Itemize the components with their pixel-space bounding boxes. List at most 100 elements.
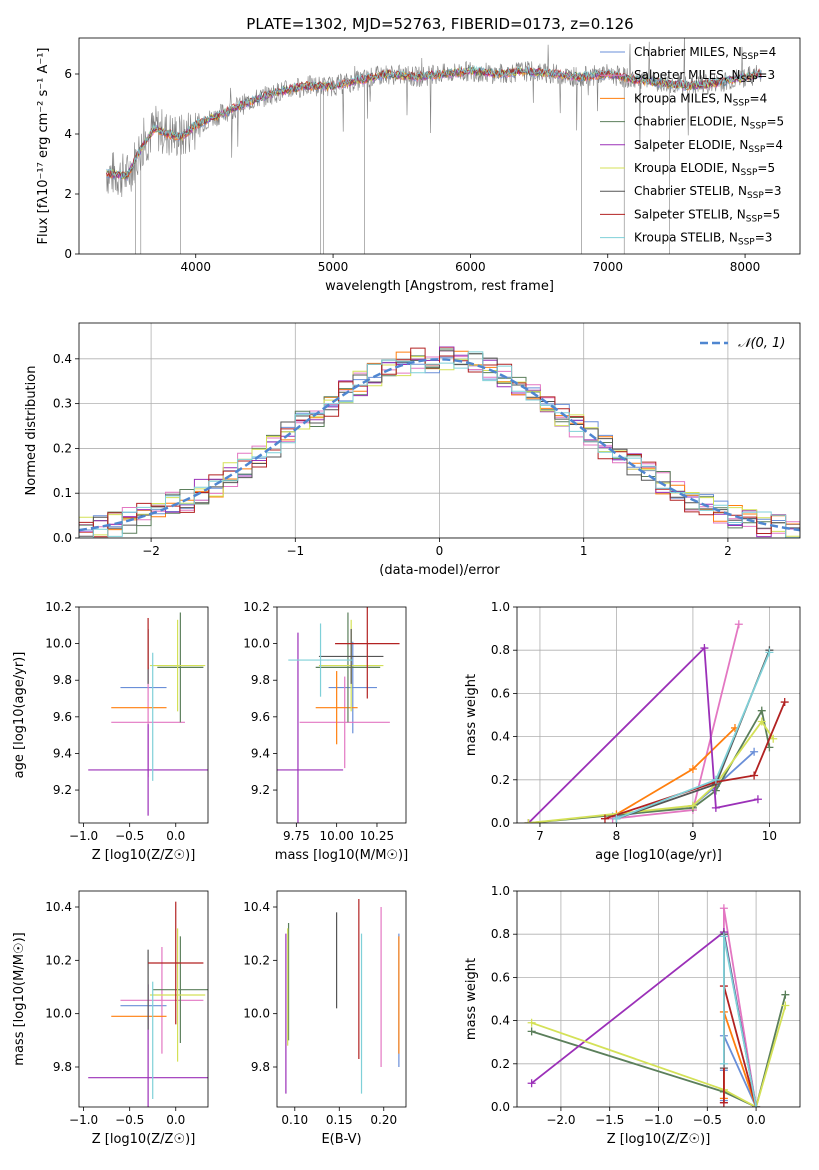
y-tick-label: 9.2 xyxy=(53,783,72,797)
x-tick-label: 0.15 xyxy=(326,1113,353,1127)
data-point xyxy=(711,803,720,812)
data-point xyxy=(753,795,762,804)
y-tick-label: 0.0 xyxy=(53,531,72,545)
legend-entry: Kroupa ELODIE, NSSP=5 xyxy=(634,161,775,178)
panel-residuals: −2 −1 0 1 2 0.0 0.1 0.2 0.3 0.4 (data-model)/error… xyxy=(24,322,801,578)
x-tick-label: 0.0 xyxy=(166,1113,185,1127)
errorbar-point xyxy=(120,947,204,1054)
y-tick-label: 0.2 xyxy=(491,1057,510,1071)
plot-area xyxy=(79,323,800,538)
data-point xyxy=(769,734,778,743)
errorbar-point xyxy=(335,607,400,699)
x-tick-label: −1 xyxy=(286,544,304,558)
data-point xyxy=(527,1018,536,1027)
panel-mass-vs-ebv: 0.10 0.15 0.20 9.8 10.0 10.2 10.4 E(B-V) xyxy=(243,890,407,1147)
y-tick-label: 9.2 xyxy=(251,783,270,797)
x-tick-label: −2.0 xyxy=(546,1113,575,1127)
axes-frame xyxy=(78,322,801,539)
data-point xyxy=(711,775,720,784)
y-tick-label: 0.4 xyxy=(491,730,510,744)
y-tick-label: 0 xyxy=(64,247,72,261)
x-tick-label: 1 xyxy=(580,544,588,558)
x-tick-label: 8 xyxy=(613,829,621,843)
y-tick-label: 9.8 xyxy=(53,673,72,687)
y-tick-label: 9.6 xyxy=(53,710,72,724)
series-line xyxy=(604,701,786,820)
data-point xyxy=(688,801,697,810)
y-axis-label: mass [log10(M/M☉)] xyxy=(12,932,27,1065)
errorbar-point xyxy=(88,724,208,816)
x-tick-label: 9.75 xyxy=(283,829,310,843)
y-tick-label: 10.4 xyxy=(45,900,72,914)
plot-area xyxy=(285,899,400,1094)
x-tick-label: −1.5 xyxy=(595,1113,624,1127)
legend-entry: Kroupa MILES, NSSP=4 xyxy=(634,91,767,108)
y-axis-label: Flux [fλ10⁻¹⁷ erg cm⁻² s⁻¹ A⁻¹] xyxy=(36,48,51,245)
axes-frame xyxy=(78,37,801,255)
axes-frame xyxy=(276,606,407,824)
x-tick-label: 6000 xyxy=(455,260,486,274)
y-tick-label: 10.2 xyxy=(243,953,270,967)
y-tick-label: 4 xyxy=(64,127,72,141)
series-line xyxy=(531,1005,787,1107)
errorbar-point xyxy=(288,623,353,697)
x-tick-label: −0.5 xyxy=(693,1113,722,1127)
legend-entry: Salpeter ELODIE, NSSP=4 xyxy=(634,138,783,155)
x-tick-label: 0.0 xyxy=(747,1113,766,1127)
x-tick-label: 10.25 xyxy=(360,829,394,843)
panels: 4000 5000 6000 7000 8000 0 2 4 6 wavelength [Angs… xyxy=(12,37,801,1147)
data-point xyxy=(524,819,533,823)
y-tick-label: 10.0 xyxy=(243,1007,270,1021)
y-tick-label: 10.2 xyxy=(45,600,72,614)
y-tick-label: 0.3 xyxy=(53,397,72,411)
x-axis-label: Z [log10(Z/Z☉)] xyxy=(92,848,196,863)
x-tick-label: −1.0 xyxy=(644,1113,673,1127)
x-axis-label: mass [log10(M/M☉)] xyxy=(275,848,408,863)
x-tick-label: 5000 xyxy=(318,260,349,274)
data-point xyxy=(757,717,766,726)
x-tick-label: −2 xyxy=(142,544,160,558)
y-tick-label: 9.8 xyxy=(251,673,270,687)
series-line xyxy=(723,936,757,1107)
figure-title: PLATE=1302, MJD=52763, FIBERID=0173, z=0… xyxy=(246,15,633,33)
axes-frame xyxy=(78,890,209,1108)
y-tick-label: 10.0 xyxy=(45,637,72,651)
axes-frame xyxy=(78,606,209,824)
y-tick-label: 1.0 xyxy=(491,600,510,614)
x-tick-label: 10.00 xyxy=(319,829,353,843)
errorbar-point xyxy=(148,901,204,1025)
y-tick-label: 0.0 xyxy=(491,816,510,830)
y-tick-label: 10.2 xyxy=(45,953,72,967)
x-tick-label: −1.0 xyxy=(69,1113,98,1127)
data-point xyxy=(527,1079,536,1088)
legend-entry: Chabrier ELODIE, NSSP=5 xyxy=(634,115,784,132)
x-tick-label: 0.20 xyxy=(370,1113,397,1127)
data-point xyxy=(765,648,774,657)
panel-mass-vs-Z: −1.0 −0.5 0.0 9.8 10.0 10.2 10.4 Z [log10(Z/Z☉)… xyxy=(12,890,209,1147)
errorbar-point xyxy=(149,928,206,1062)
errorbar-point xyxy=(328,641,377,734)
y-tick-label: 0.2 xyxy=(491,773,510,787)
axes-frame xyxy=(276,890,407,1108)
panel-massweight-vs-Z: −2.0 −1.5 −1.0 −0.5 0.0 0.0 0.2 0.4 0.6 0.8 1.0 Z [… xyxy=(464,884,801,1147)
y-tick-label: 0.0 xyxy=(491,1100,510,1114)
y-axis-label: mass weight xyxy=(464,958,479,1040)
y-tick-label: 0.1 xyxy=(53,486,72,500)
data-point xyxy=(752,1103,761,1107)
y-tick-label: 0.2 xyxy=(53,441,72,455)
x-tick-label: −0.5 xyxy=(115,829,144,843)
x-tick-label: −1.0 xyxy=(69,829,98,843)
y-tick-label: 0.4 xyxy=(491,1014,510,1028)
y-tick-label: 1.0 xyxy=(491,884,510,898)
x-tick-label: 7000 xyxy=(592,260,623,274)
y-tick-label: 9.4 xyxy=(251,746,270,760)
y-tick-label: 0.6 xyxy=(491,970,510,984)
panel-age-vs-Z: −1.0 −0.5 0.0 9.2 9.4 9.6 9.8 10.0 10.2 Z [log10(… xyxy=(12,600,209,863)
series-line xyxy=(615,727,736,816)
errorbar-point xyxy=(149,619,206,712)
x-axis-label: (data-model)/error xyxy=(379,563,500,578)
legend-entry: 𝒩(0, 1) xyxy=(738,336,785,351)
legend-entry: Kroupa STELIB, NSSP=3 xyxy=(634,231,772,248)
x-axis-label: age [log10(age/yr)] xyxy=(595,848,722,863)
axes-frame xyxy=(516,890,801,1108)
